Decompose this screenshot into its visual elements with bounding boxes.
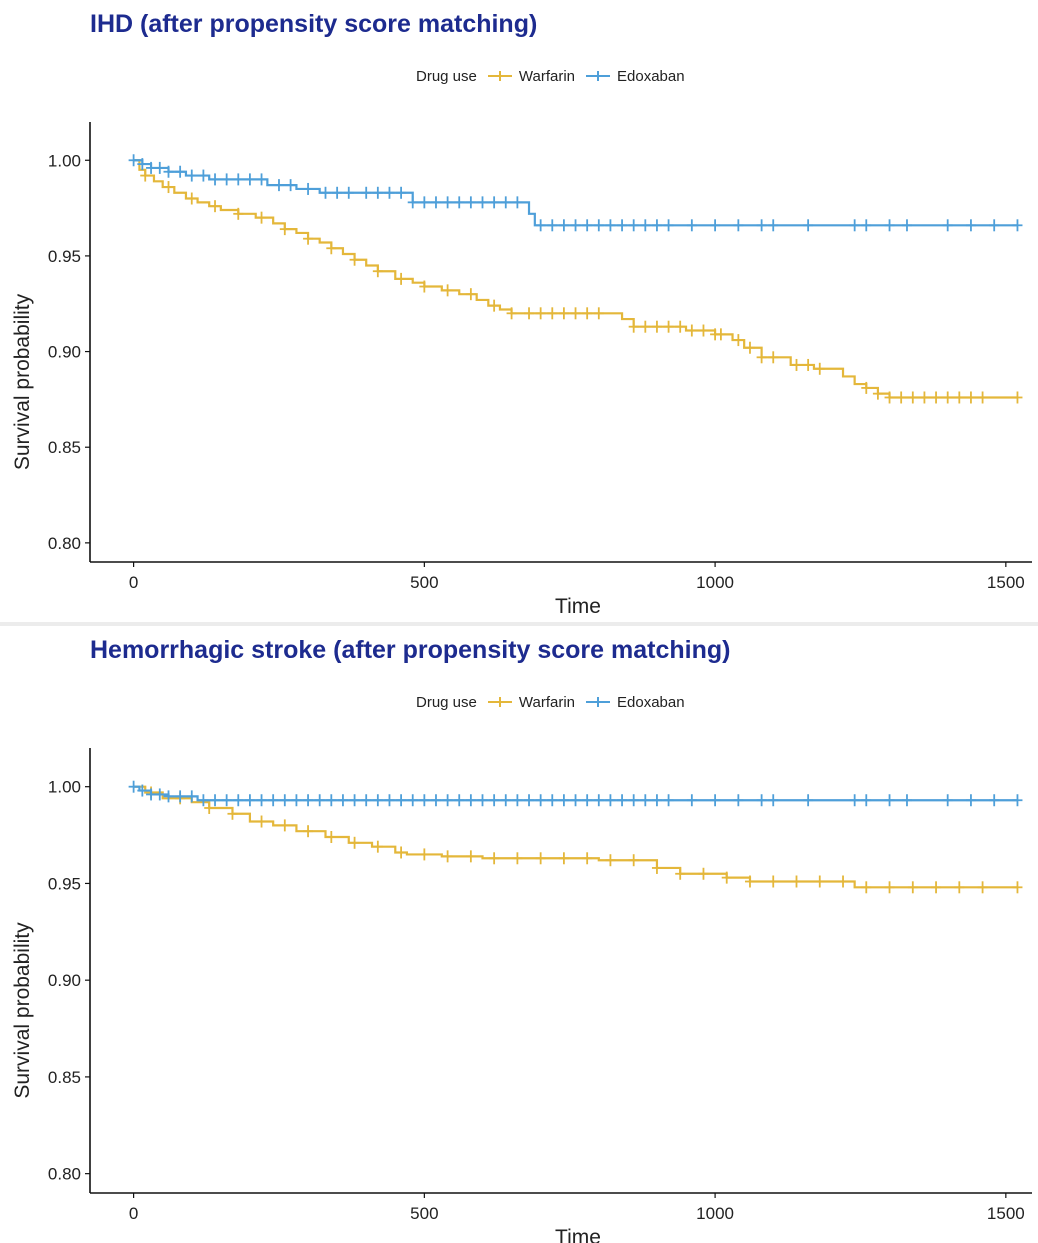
y-tick-label: 0.85 [48, 438, 81, 457]
legend-item-edoxaban: Edoxaban [585, 694, 685, 711]
y-axis-label: Survival probability [11, 922, 34, 1099]
legend-warfarin-swatch-icon [487, 697, 512, 707]
panel-ihd: IHD (after propensity score matching) Dr… [11, 10, 1032, 618]
y-tick-label: 0.80 [48, 1165, 81, 1184]
y-tick-label: 0.80 [48, 534, 81, 553]
legend-item-warfarin: Warfarin [487, 694, 575, 711]
x-tick-label: 1500 [987, 573, 1025, 592]
y-tick-label: 0.90 [48, 343, 81, 362]
x-tick-label: 0 [129, 573, 138, 592]
x-tick-label: 1000 [696, 573, 734, 592]
warfarin-curve [133, 159, 1018, 399]
legend-label-warfarin: Warfarin [518, 693, 575, 711]
y-tick-label: 0.90 [48, 971, 81, 990]
chart-title: IHD (after propensity score matching) [90, 10, 538, 38]
legend-label-edoxaban: Edoxaban [617, 693, 685, 711]
warfarin-curve [133, 785, 1018, 889]
series-edoxaban [128, 154, 1023, 232]
legend: Drug use Warfarin Edoxaban [416, 692, 695, 712]
x-axis-label: Time [555, 1226, 601, 1243]
y-tick-label: 1.00 [48, 778, 81, 797]
y-tick-label: 0.95 [48, 247, 81, 266]
x-tick-label: 1500 [987, 1204, 1025, 1223]
legend-item-warfarin: Warfarin [487, 68, 575, 85]
series-edoxaban [128, 780, 1023, 807]
x-tick-label: 1000 [696, 1204, 734, 1223]
legend: Drug use Warfarin Edoxaban [416, 66, 695, 86]
legend-title: Drug use [416, 67, 477, 85]
y-tick-label: 1.00 [48, 151, 81, 170]
survival-plot-hemorrhagic-stroke: 0.80 0.85 0.90 0.95 1.00 0 500 1000 1500 Time Surv… [11, 748, 1032, 1243]
series-warfarin [133, 785, 1023, 894]
survival-plot-ihd: 0.80 0.85 0.90 0.95 1.00 0 500 1000 1500 Time Surv… [11, 122, 1032, 618]
y-tick-label: 0.95 [48, 874, 81, 893]
panel-hemorrhagic-stroke: Hemorrhagic stroke (after propensity sco… [0, 622, 1038, 1243]
legend-edoxaban-swatch-icon [586, 697, 610, 707]
legend-label-edoxaban: Edoxaban [617, 67, 685, 85]
x-axis-label: Time [555, 595, 601, 618]
legend-edoxaban-swatch-icon [586, 71, 610, 81]
series-warfarin [133, 159, 1023, 404]
x-tick-label: 500 [410, 573, 438, 592]
legend-warfarin-swatch-icon [487, 71, 512, 81]
legend-label-warfarin: Warfarin [518, 67, 575, 85]
legend-item-edoxaban: Edoxaban [585, 68, 685, 85]
x-tick-label: 500 [410, 1204, 438, 1223]
edoxaban-curve [133, 159, 1018, 227]
y-axis-label: Survival probability [11, 293, 34, 470]
chart-title: Hemorrhagic stroke (after propensity sco… [90, 636, 731, 664]
x-tick-label: 0 [129, 1204, 138, 1223]
legend-title: Drug use [416, 693, 477, 711]
y-tick-label: 0.85 [48, 1068, 81, 1087]
